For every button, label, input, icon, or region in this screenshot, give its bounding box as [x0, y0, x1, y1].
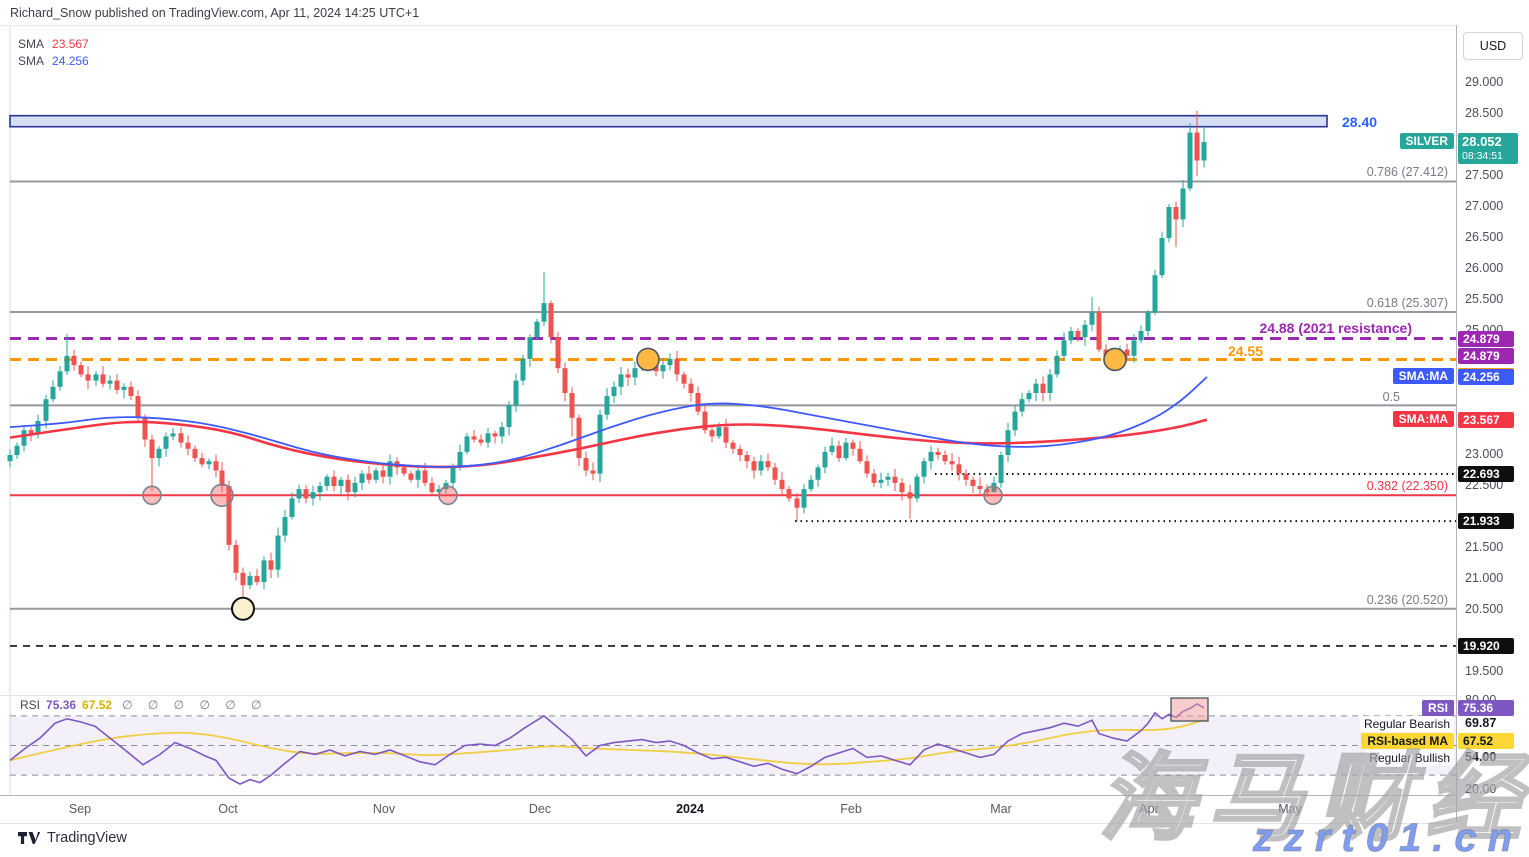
time-axis[interactable]: Sep Oct Nov Dec 2024 Feb Mar Apr May	[0, 795, 1456, 824]
y-axis-tick: 29.000	[1465, 75, 1504, 89]
sma-fast-line	[9, 376, 1208, 468]
rsi-value: 75.36	[46, 698, 77, 712]
rsi-row-tag: Regular Bullish	[1365, 750, 1454, 766]
price-badge: 21.933	[1458, 513, 1514, 530]
rsi-row-tag: RSI-based MA	[1361, 733, 1454, 749]
resistance-zone	[9, 114, 1328, 128]
x-axis-label: May	[1278, 802, 1302, 816]
footer: TradingView	[18, 830, 127, 846]
rsi-axis-tick: 20.00	[1465, 781, 1497, 796]
price-badge: 24.256	[1458, 369, 1514, 386]
sma-fast-legend-row[interactable]: SMA 24.256	[18, 53, 89, 70]
chart-plot-area[interactable]: 28.40 24.88 (2021 resistance) 24.55 0.786 (…	[0, 0, 1456, 795]
sma-slow-legend-row[interactable]: SMA 23.567	[18, 36, 89, 53]
x-axis-label: Sep	[68, 802, 92, 816]
price-badge: 19.920	[1458, 637, 1514, 654]
level-label: 0.618 (25.307)	[1367, 296, 1448, 310]
y-axis-tick: 26.500	[1465, 230, 1504, 244]
rsi-value-badge: 75.36	[1458, 700, 1514, 716]
level-label: 24.55	[1228, 343, 1263, 359]
y-axis-tick: 21.000	[1465, 571, 1504, 585]
price-badge: 22.693	[1458, 466, 1514, 483]
rsi-highlight-box	[1170, 697, 1209, 722]
y-axis-tick: 27.000	[1465, 199, 1504, 213]
rsi-label: RSI	[20, 698, 41, 712]
x-axis-label: Apr	[1139, 802, 1159, 816]
y-axis-tick: 28.500	[1465, 106, 1504, 120]
sma-slow-line	[9, 418, 1208, 469]
annotation-circle-orange-touch	[636, 347, 660, 372]
rsi-band	[10, 715, 1456, 776]
tradingview-brand-text[interactable]: TradingView	[47, 830, 127, 846]
annotation-circle-support-touch	[142, 485, 162, 506]
annotation-circle-support-touch	[210, 483, 234, 508]
candlestick-series	[7, 110, 1207, 603]
rsi-row-tag: Regular Bearish	[1359, 716, 1454, 732]
last-price-badge: 28.052 08:34:51	[1458, 132, 1518, 164]
y-axis-tick: 25.500	[1465, 292, 1504, 306]
annotation-circle-fib-touch	[231, 596, 255, 621]
x-axis-label: 2024	[676, 802, 704, 816]
sma-slow-value: 23.567	[52, 37, 89, 51]
publish-header: Richard_Snow published on TradingView.co…	[0, 0, 1529, 26]
sma-fast-tag: SMA:MA	[1392, 368, 1454, 385]
y-axis-tick: 20.500	[1465, 602, 1504, 616]
y-axis-tick: 27.500	[1465, 168, 1504, 182]
y-axis-tick: 23.000	[1465, 447, 1504, 461]
rsi-ma-value: 67.52	[82, 698, 113, 712]
rsi-line	[9, 703, 1205, 785]
published-text: Richard_Snow published on TradingView.co…	[10, 6, 420, 20]
level-label: 0.236 (20.520)	[1367, 593, 1448, 607]
annotation-circle-support-touch	[983, 485, 1003, 506]
y-axis-tick: 21.500	[1465, 540, 1504, 554]
rsi-value-badge: 67.52	[1458, 733, 1514, 749]
level-label: 0.5	[1383, 390, 1400, 404]
rsi-ma-line	[9, 718, 1205, 766]
x-axis-label: Nov	[372, 802, 396, 816]
x-axis-label: Feb	[840, 802, 862, 816]
level-label: 0.382 (22.350)	[1367, 479, 1448, 493]
level-label: 0.786 (27.412)	[1367, 165, 1448, 179]
annotation-circle-orange-touch	[1103, 347, 1127, 372]
x-axis-label: Dec	[528, 802, 552, 816]
currency-button[interactable]: USD	[1463, 32, 1523, 60]
rsi-value-text: 69.87	[1465, 716, 1497, 730]
sma-legend: SMA 23.567 SMA 24.256	[18, 36, 89, 70]
sma-slow-tag: SMA:MA	[1392, 410, 1454, 427]
level-label: 24.88 (2021 resistance)	[1259, 320, 1412, 336]
sma-fast-value: 24.256	[52, 54, 89, 68]
rsi-legend[interactable]: RSI 75.36 67.52 ∅ ∅ ∅ ∅ ∅ ∅	[20, 698, 267, 712]
price-badge: 23.567	[1458, 411, 1514, 428]
y-axis-tick: 19.500	[1465, 664, 1504, 678]
sma-slow-label: SMA	[18, 37, 45, 51]
rsi-row-tag: RSI	[1421, 700, 1454, 716]
sma-fast-label: SMA	[18, 54, 45, 68]
symbol-tag: SILVER	[1399, 132, 1454, 149]
price-badge: 24.879	[1458, 330, 1514, 347]
price-badge: 24.879	[1458, 347, 1514, 364]
annotation-circle-support-touch	[438, 485, 458, 506]
y-axis-tick: 26.000	[1465, 261, 1504, 275]
tradingview-logo-icon[interactable]	[18, 830, 40, 846]
x-axis-label: Mar	[990, 802, 1012, 816]
price-axis[interactable]: USD 29.000 28.500 27.500 27.000 26.500 26.000…	[1456, 25, 1529, 822]
rsi-empty-params: ∅ ∅ ∅ ∅ ∅ ∅	[122, 698, 268, 712]
rsi-value-text: 54.00	[1465, 750, 1497, 764]
x-axis-label: Oct	[218, 802, 238, 816]
level-label: 28.40	[1342, 114, 1377, 130]
